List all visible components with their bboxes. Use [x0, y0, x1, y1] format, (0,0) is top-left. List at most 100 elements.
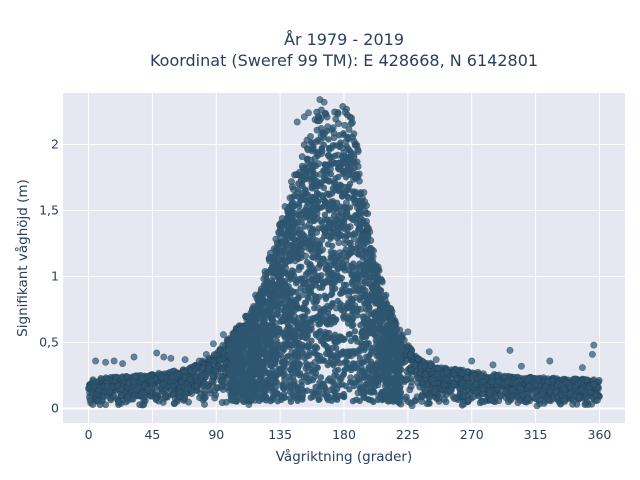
- data-point: [313, 148, 321, 156]
- data-point: [347, 148, 354, 155]
- data-point: [315, 225, 322, 232]
- data-point: [213, 384, 221, 392]
- data-point: [346, 204, 354, 211]
- data-point: [284, 335, 291, 342]
- data-point: [112, 373, 120, 381]
- data-point: [575, 394, 583, 402]
- data-point: [469, 393, 477, 401]
- y-tick-label: 0: [51, 400, 59, 415]
- data-point: [311, 304, 318, 312]
- data-point: [375, 341, 383, 348]
- y-tick-label: 0,5: [39, 334, 59, 349]
- data-point: [286, 250, 294, 258]
- outlier-point: [304, 109, 312, 117]
- data-point: [420, 362, 428, 370]
- data-point: [525, 375, 533, 383]
- data-point: [201, 400, 209, 408]
- data-point: [262, 357, 269, 365]
- data-point: [294, 249, 301, 257]
- data-point: [300, 280, 307, 287]
- x-tick-label: 90: [208, 427, 224, 442]
- data-point: [329, 287, 336, 294]
- data-point: [281, 292, 288, 299]
- data-point: [293, 278, 301, 286]
- data-point: [344, 154, 351, 161]
- data-point: [385, 378, 392, 385]
- data-point: [239, 376, 246, 384]
- data-point: [331, 108, 339, 116]
- data-point: [329, 242, 336, 249]
- data-point: [329, 300, 336, 307]
- data-point: [350, 382, 358, 390]
- data-point: [371, 269, 378, 277]
- data-point: [130, 378, 138, 386]
- data-point: [330, 212, 338, 219]
- data-point: [388, 314, 395, 321]
- data-point: [331, 180, 338, 187]
- data-point: [385, 323, 392, 330]
- data-point: [296, 214, 304, 221]
- data-point: [393, 337, 400, 344]
- data-point: [103, 383, 111, 391]
- data-point: [304, 207, 311, 215]
- data-point: [460, 392, 468, 400]
- data-point: [322, 266, 330, 273]
- data-point: [262, 281, 269, 288]
- data-point: [298, 378, 305, 385]
- data-point: [318, 219, 326, 227]
- data-point: [517, 385, 525, 393]
- data-point: [411, 361, 419, 369]
- data-point: [309, 253, 316, 261]
- data-point: [294, 186, 302, 193]
- data-point: [295, 180, 302, 187]
- data-point: [346, 239, 353, 247]
- y-tick-label: 1,5: [39, 202, 59, 217]
- data-point: [298, 313, 306, 320]
- data-point: [118, 373, 126, 381]
- data-point: [356, 375, 363, 382]
- data-point: [350, 130, 358, 138]
- data-point: [298, 219, 305, 226]
- data-point: [260, 393, 267, 401]
- data-point: [237, 350, 245, 357]
- data-point: [324, 391, 331, 398]
- data-point: [306, 133, 314, 141]
- data-point: [335, 254, 342, 261]
- data-point: [504, 398, 512, 406]
- data-point: [560, 396, 568, 404]
- data-point: [364, 292, 371, 299]
- data-point: [89, 376, 97, 384]
- data-point: [326, 146, 333, 154]
- outlier-point: [195, 357, 203, 365]
- data-point: [301, 214, 308, 221]
- data-point: [205, 364, 213, 372]
- data-point: [307, 394, 314, 401]
- data-point: [302, 186, 309, 193]
- data-point: [383, 309, 390, 317]
- data-point: [512, 379, 520, 387]
- data-point: [287, 178, 295, 186]
- data-point: [201, 380, 209, 388]
- data-point: [309, 315, 317, 322]
- outlier-point: [300, 113, 308, 121]
- data-point: [314, 241, 321, 248]
- data-point: [311, 181, 319, 188]
- data-point: [315, 329, 323, 336]
- outlier-point: [89, 400, 97, 408]
- data-point: [345, 299, 352, 306]
- outlier-point: [578, 364, 586, 372]
- data-point: [258, 367, 265, 374]
- data-point: [338, 274, 346, 282]
- data-point: [391, 379, 399, 386]
- data-point: [402, 375, 410, 383]
- data-point: [351, 153, 358, 161]
- data-point: [184, 384, 192, 392]
- data-point: [329, 228, 336, 236]
- data-point: [299, 196, 306, 204]
- data-point: [219, 377, 227, 385]
- data-point: [350, 137, 358, 145]
- data-point: [243, 327, 250, 334]
- data-point: [212, 367, 220, 375]
- data-point: [304, 269, 311, 276]
- data-point: [287, 382, 294, 390]
